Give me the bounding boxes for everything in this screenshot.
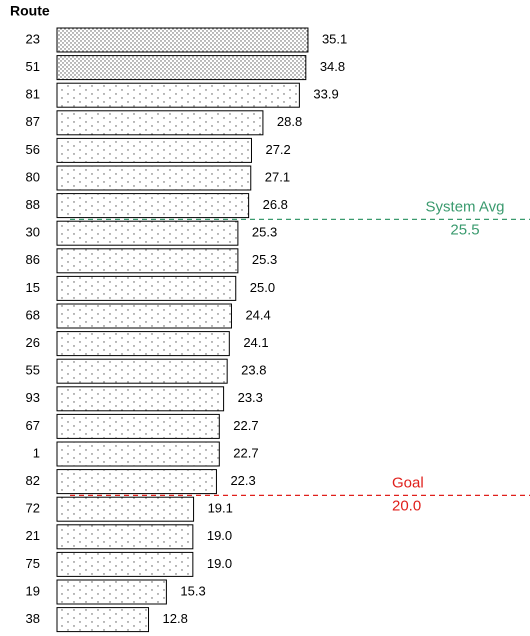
bar [56, 27, 309, 53]
bar [56, 303, 232, 329]
value-label: 26.8 [263, 197, 288, 212]
value-label: 25.3 [252, 252, 277, 267]
bar [56, 110, 264, 136]
value-label: 27.2 [265, 142, 290, 157]
value-label: 25.0 [250, 280, 275, 295]
value-label: 23.3 [238, 390, 263, 405]
y-tick-label: 67 [26, 418, 40, 433]
bar [56, 551, 194, 577]
value-label: 28.8 [277, 114, 302, 129]
value-label: 34.8 [320, 59, 345, 74]
bar [56, 441, 220, 467]
y-tick-label: 80 [26, 169, 40, 184]
bar [56, 331, 230, 357]
bar [56, 165, 252, 191]
bar [56, 82, 300, 108]
y-tick-label: 26 [26, 335, 40, 350]
reference-label: Goal [392, 474, 424, 491]
y-tick-label: 68 [26, 307, 40, 322]
y-tick-label: 86 [26, 252, 40, 267]
bar [56, 275, 237, 301]
value-label: 22.7 [233, 445, 258, 460]
y-tick-label: 87 [26, 114, 40, 129]
value-label: 22.7 [233, 418, 258, 433]
bar [56, 386, 225, 412]
bar [56, 607, 150, 633]
value-label: 19.0 [207, 528, 232, 543]
value-label: 22.3 [230, 473, 255, 488]
y-tick-label: 51 [26, 59, 40, 74]
y-tick-label: 30 [26, 225, 40, 240]
y-tick-label: 1 [33, 445, 40, 460]
y-tick-label: 15 [26, 280, 40, 295]
y-tick-label: 56 [26, 142, 40, 157]
bar [56, 248, 239, 274]
y-tick-label: 81 [26, 87, 40, 102]
bar [56, 358, 228, 384]
reference-value: 20.0 [392, 497, 421, 514]
value-label: 19.1 [208, 501, 233, 516]
value-label: 23.8 [241, 363, 266, 378]
value-label: 12.8 [163, 611, 188, 626]
bar [56, 413, 220, 439]
y-tick-label: 19 [26, 583, 40, 598]
y-tick-label: 93 [26, 390, 40, 405]
reference-value: 25.5 [450, 221, 479, 238]
y-tick-label: 82 [26, 473, 40, 488]
value-label: 24.1 [243, 335, 268, 350]
value-label: 27.1 [265, 169, 290, 184]
reference-label: System Avg [426, 198, 505, 215]
value-label: 35.1 [322, 31, 347, 46]
value-label: 19.0 [207, 556, 232, 571]
y-tick-label: 72 [26, 501, 40, 516]
value-label: 15.3 [180, 583, 205, 598]
bar [56, 524, 194, 550]
bar [56, 193, 250, 219]
y-tick-label: 21 [26, 528, 40, 543]
y-tick-label: 38 [26, 611, 40, 626]
bar [56, 469, 217, 495]
bar [56, 496, 195, 522]
value-label: 25.3 [252, 225, 277, 240]
value-label: 24.4 [245, 307, 270, 322]
bar [56, 220, 239, 246]
chart-title: Route [10, 3, 50, 19]
bar [56, 579, 167, 605]
y-tick-label: 88 [26, 197, 40, 212]
value-label: 33.9 [313, 87, 338, 102]
y-tick-label: 55 [26, 363, 40, 378]
y-tick-label: 75 [26, 556, 40, 571]
y-tick-label: 23 [26, 31, 40, 46]
bar [56, 137, 252, 163]
bar [56, 55, 307, 81]
